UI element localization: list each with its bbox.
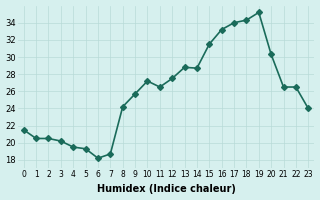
X-axis label: Humidex (Indice chaleur): Humidex (Indice chaleur) — [97, 184, 236, 194]
